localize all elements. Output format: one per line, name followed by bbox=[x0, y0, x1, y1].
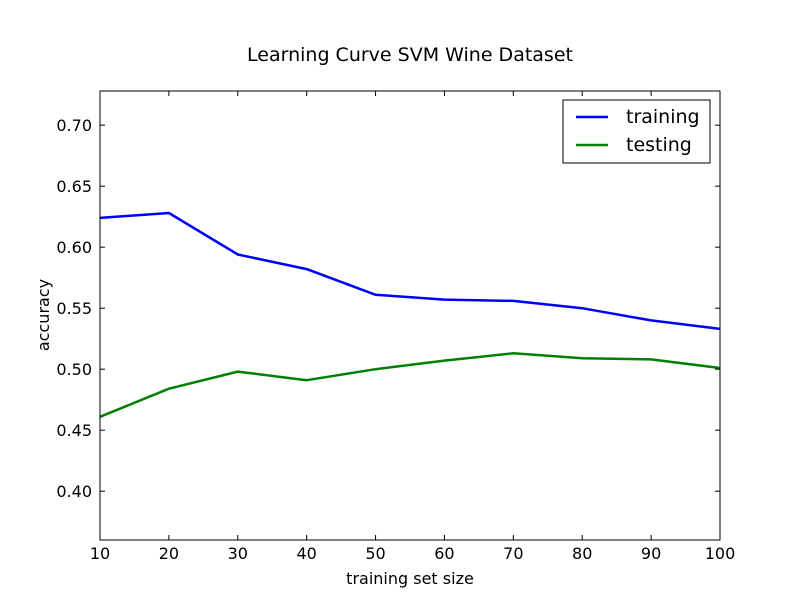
x-tick-label: 100 bbox=[705, 544, 736, 563]
x-tick-label: 80 bbox=[572, 544, 592, 563]
x-tick-label: 60 bbox=[434, 544, 454, 563]
y-tick-label: 0.50 bbox=[56, 360, 92, 379]
x-tick-label: 50 bbox=[365, 544, 385, 563]
y-tick-label: 0.60 bbox=[56, 238, 92, 257]
y-axis-label: accuracy bbox=[34, 279, 53, 351]
series-line-training bbox=[99, 211, 721, 331]
x-tick-label: 70 bbox=[503, 544, 523, 563]
chart-title: Learning Curve SVM Wine Dataset bbox=[247, 44, 573, 66]
legend-box bbox=[562, 99, 711, 164]
plot-lines bbox=[99, 211, 721, 418]
y-tick-label: 0.45 bbox=[56, 421, 92, 440]
x-tick-label: 90 bbox=[641, 544, 661, 563]
axis-ticks: 10 20 30 40 50 60 70 80 90 100 0.40 0.45 0.50 0.55 0.6… bbox=[56, 91, 735, 563]
y-tick-label: 0.40 bbox=[56, 482, 92, 501]
series-line-testing bbox=[99, 352, 721, 418]
legend-label-training: training bbox=[626, 106, 700, 128]
y-tick-label: 0.65 bbox=[56, 177, 92, 196]
x-tick-label: 30 bbox=[228, 544, 248, 563]
y-tick-label: 0.70 bbox=[56, 116, 92, 135]
x-tick-label: 20 bbox=[159, 544, 179, 563]
x-axis-label: training set size bbox=[346, 569, 474, 588]
y-tick-label: 0.55 bbox=[56, 299, 92, 318]
x-tick-label: 10 bbox=[90, 544, 110, 563]
x-tick-label: 40 bbox=[296, 544, 316, 563]
plot-frame bbox=[99, 90, 721, 541]
legend: training testing bbox=[562, 99, 711, 164]
legend-label-testing: testing bbox=[626, 134, 692, 156]
